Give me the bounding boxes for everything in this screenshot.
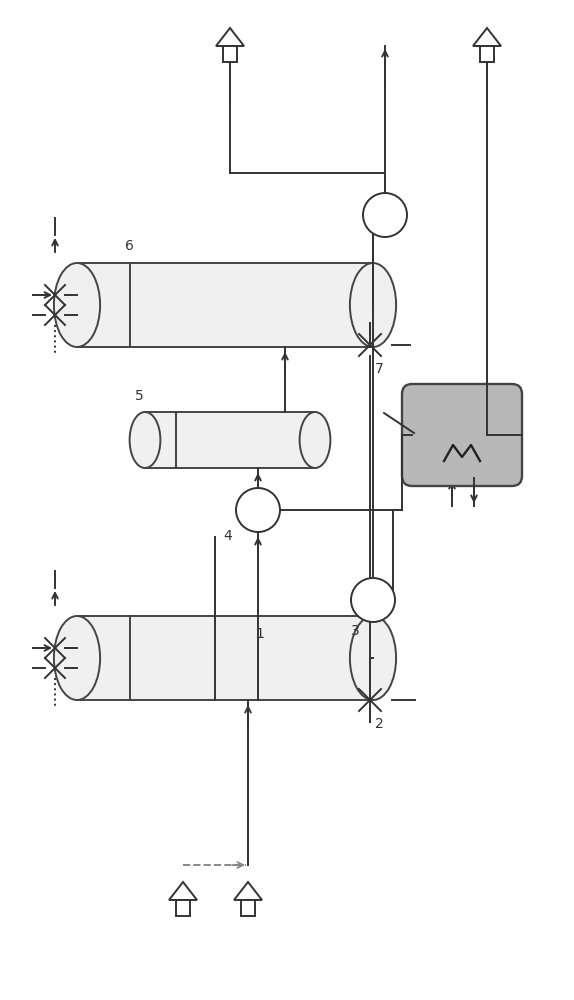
Text: 3: 3 [351,624,360,638]
Ellipse shape [54,263,100,347]
Circle shape [236,488,280,532]
Bar [145,412,315,468]
Bar [241,900,255,916]
Text: 5: 5 [135,389,144,403]
Ellipse shape [54,616,100,700]
Circle shape [363,193,407,237]
Text: 7: 7 [375,362,384,376]
Ellipse shape [130,412,160,468]
Bar [77,616,373,700]
Polygon shape [216,28,244,46]
Circle shape [351,578,395,622]
FancyBboxPatch shape [402,384,522,486]
Polygon shape [473,28,501,46]
Polygon shape [234,882,262,900]
Ellipse shape [300,412,331,468]
Text: 6: 6 [125,239,134,253]
Ellipse shape [350,263,396,347]
Text: 2: 2 [375,717,384,731]
Bar [480,46,494,62]
Ellipse shape [350,616,396,700]
Bar [176,900,190,916]
Bar [223,46,237,62]
Bar [77,263,373,347]
Text: 1: 1 [255,627,264,641]
Polygon shape [169,882,197,900]
Text: 4: 4 [223,529,232,543]
